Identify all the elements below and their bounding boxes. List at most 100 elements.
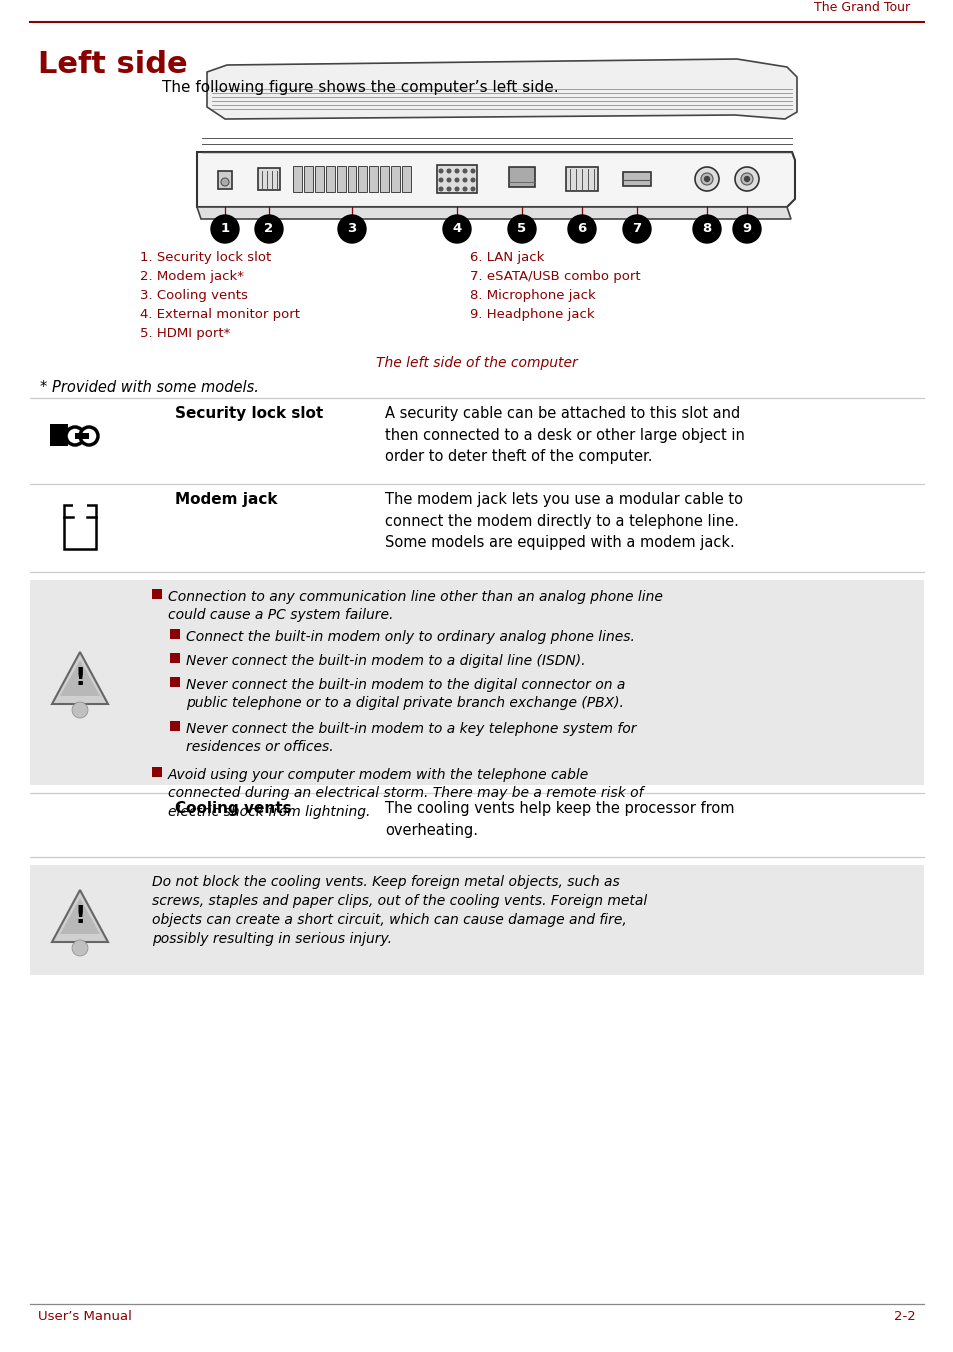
Circle shape (442, 215, 471, 243)
Text: The left side of the computer: The left side of the computer (375, 356, 578, 370)
Text: 9: 9 (741, 223, 751, 235)
Bar (314, 166, 323, 192)
Bar (30, 580, 923, 786)
Circle shape (438, 169, 442, 173)
Text: 8: 8 (701, 223, 711, 235)
Text: A security cable can be attached to this slot and
then connected to a desk or ot: A security cable can be attached to this… (385, 406, 744, 464)
Text: Never connect the built-in modem to a key telephone system for
residences or off: Never connect the built-in modem to a ke… (186, 722, 636, 754)
Text: !: ! (74, 667, 86, 690)
Circle shape (463, 178, 466, 181)
Text: Never connect the built-in modem to the digital connector on a
public telephone : Never connect the built-in modem to the … (186, 677, 625, 710)
Circle shape (80, 427, 98, 445)
Polygon shape (196, 151, 794, 207)
Circle shape (337, 215, 366, 243)
Text: The Grand Tour: The Grand Tour (813, 1, 909, 14)
Bar (152, 589, 162, 599)
Text: 4: 4 (452, 223, 461, 235)
Text: 7. eSATA/USB combo port: 7. eSATA/USB combo port (470, 270, 640, 283)
Text: 8. Microphone jack: 8. Microphone jack (470, 289, 595, 301)
Circle shape (455, 178, 458, 181)
Circle shape (71, 940, 88, 956)
Circle shape (471, 169, 475, 173)
Text: Never connect the built-in modem to a digital line (ISDN).: Never connect the built-in modem to a di… (186, 654, 585, 668)
Bar (218, 170, 232, 189)
Text: Do not block the cooling vents. Keep foreign metal objects, such as
screws, stap: Do not block the cooling vents. Keep for… (152, 875, 646, 946)
Text: The modem jack lets you use a modular cable to
connect the modem directly to a t: The modem jack lets you use a modular ca… (385, 492, 742, 550)
Circle shape (438, 178, 442, 181)
Text: 1. Security lock slot: 1. Security lock slot (140, 251, 271, 264)
Circle shape (254, 215, 283, 243)
Text: 2: 2 (264, 223, 274, 235)
Text: 7: 7 (632, 223, 640, 235)
Circle shape (463, 187, 466, 191)
Text: 3: 3 (347, 223, 356, 235)
Circle shape (71, 702, 88, 718)
Bar (50, 425, 68, 446)
Text: Security lock slot: Security lock slot (174, 406, 323, 420)
Circle shape (66, 427, 84, 445)
Bar (170, 721, 180, 731)
Circle shape (700, 173, 712, 185)
Circle shape (447, 187, 451, 191)
Circle shape (740, 173, 752, 185)
Bar (325, 166, 335, 192)
Polygon shape (52, 890, 108, 942)
Bar (304, 166, 313, 192)
Text: The following figure shows the computer’s left side.: The following figure shows the computer’… (162, 80, 558, 95)
Text: Left side: Left side (38, 50, 188, 78)
Polygon shape (60, 898, 100, 934)
Text: Avoid using your computer modem with the telephone cable
connected during an ele: Avoid using your computer modem with the… (168, 768, 643, 819)
Circle shape (692, 215, 720, 243)
Text: 2-2: 2-2 (893, 1310, 915, 1324)
Text: Connection to any communication line other than an analog phone line
could cause: Connection to any communication line oth… (168, 589, 662, 622)
Text: 6. LAN jack: 6. LAN jack (470, 251, 544, 264)
Polygon shape (207, 59, 796, 119)
Bar (358, 166, 367, 192)
Text: 5. HDMI port*: 5. HDMI port* (140, 327, 230, 339)
Bar (347, 166, 356, 192)
Circle shape (455, 169, 458, 173)
Bar (75, 433, 89, 439)
Bar (509, 168, 535, 187)
Text: 1: 1 (220, 223, 230, 235)
Circle shape (455, 187, 458, 191)
Bar (257, 168, 280, 191)
Circle shape (743, 177, 749, 181)
Text: The cooling vents help keep the processor from
overheating.: The cooling vents help keep the processo… (385, 800, 734, 838)
Bar (64, 506, 96, 549)
Circle shape (695, 168, 719, 191)
Circle shape (211, 215, 239, 243)
Bar (436, 165, 476, 193)
Circle shape (734, 168, 759, 191)
Bar (152, 767, 162, 777)
Text: Connect the built-in modem only to ordinary analog phone lines.: Connect the built-in modem only to ordin… (186, 630, 634, 644)
Bar (565, 168, 598, 191)
Bar (380, 166, 389, 192)
Bar (170, 629, 180, 639)
Polygon shape (196, 207, 790, 219)
Text: * Provided with some models.: * Provided with some models. (40, 380, 258, 395)
Bar (391, 166, 399, 192)
Bar (369, 166, 378, 192)
Circle shape (447, 178, 451, 181)
Text: User’s Manual: User’s Manual (38, 1310, 132, 1324)
Text: 2. Modem jack*: 2. Modem jack* (140, 270, 244, 283)
Text: 6: 6 (577, 223, 586, 235)
Bar (401, 166, 411, 192)
Circle shape (507, 215, 536, 243)
Text: Modem jack: Modem jack (174, 492, 277, 507)
Circle shape (221, 178, 229, 187)
Bar (170, 677, 180, 687)
Bar (30, 865, 923, 975)
Circle shape (447, 169, 451, 173)
Circle shape (471, 187, 475, 191)
Bar (336, 166, 345, 192)
Text: Cooling vents: Cooling vents (174, 800, 292, 817)
Circle shape (438, 187, 442, 191)
Bar (73, 503, 87, 516)
Circle shape (732, 215, 760, 243)
Bar (293, 166, 301, 192)
Text: 3. Cooling vents: 3. Cooling vents (140, 289, 248, 301)
Circle shape (703, 177, 709, 181)
Text: 5: 5 (517, 223, 526, 235)
